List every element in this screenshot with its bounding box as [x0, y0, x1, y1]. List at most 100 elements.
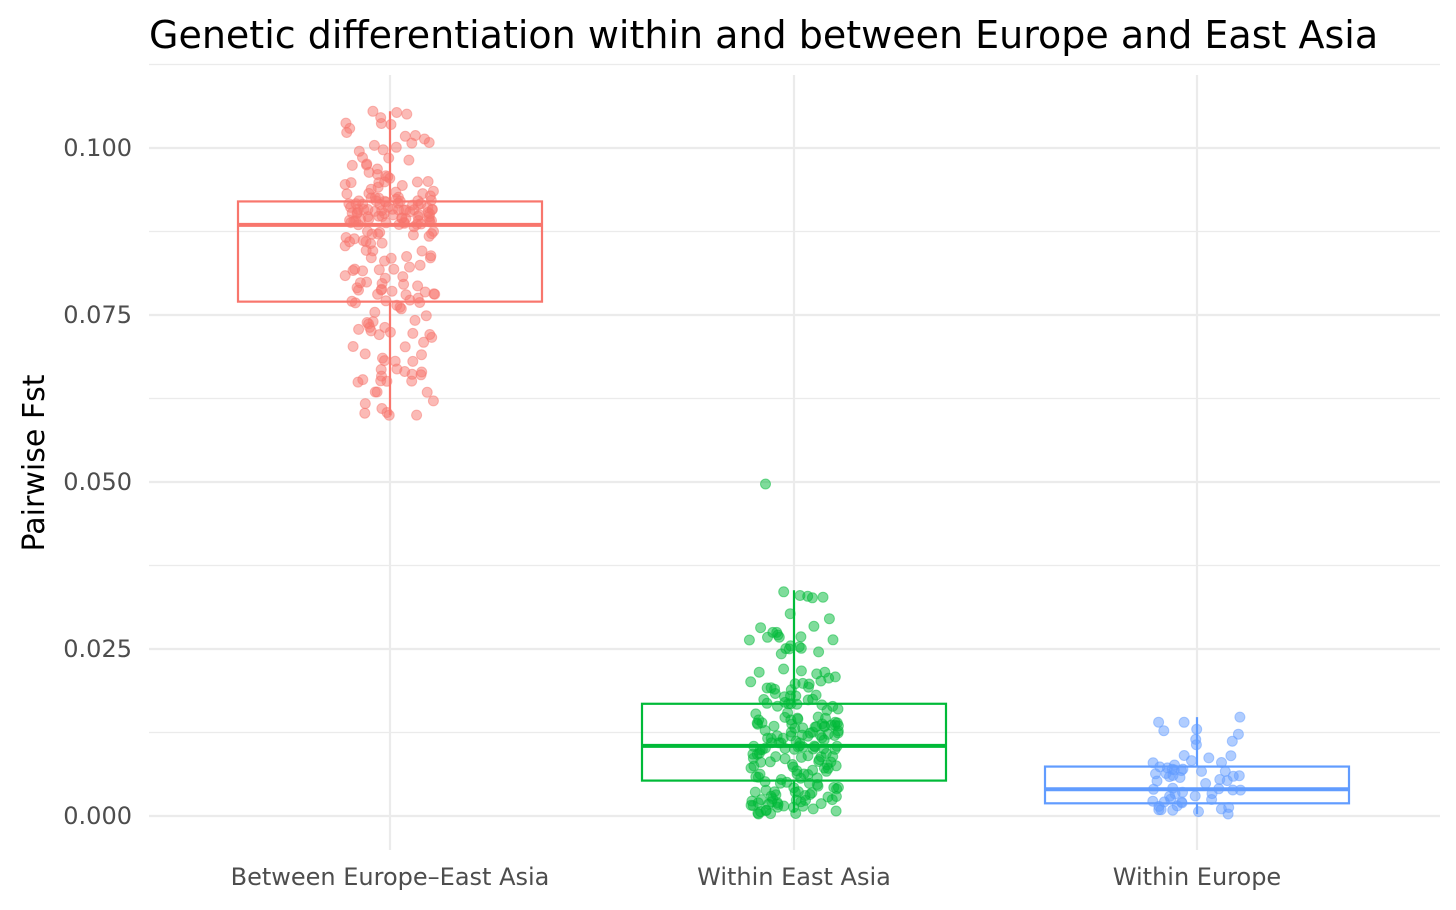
x-tick-label: Within East Asia: [697, 863, 891, 891]
data-point: [394, 301, 406, 313]
data-point: [383, 152, 395, 164]
data-point: [1196, 765, 1207, 777]
x-tick-label: Between Europe–East Asia: [231, 863, 550, 891]
data-point: [369, 386, 381, 398]
data-point: [359, 398, 371, 410]
data-point: [404, 294, 416, 306]
data-point: [362, 225, 373, 237]
data-point: [367, 105, 379, 117]
data-point: [1158, 725, 1170, 737]
jitter-points: [339, 105, 1246, 820]
data-point: [815, 675, 827, 687]
data-point: [387, 209, 399, 221]
data-point: [754, 768, 766, 780]
data-point: [787, 761, 799, 773]
data-point: [403, 154, 415, 166]
data-point: [363, 166, 375, 178]
data-point: [407, 355, 419, 367]
data-point: [827, 634, 839, 646]
data-point: [344, 236, 356, 248]
data-point: [345, 177, 357, 189]
data-point: [377, 144, 389, 156]
data-point: [390, 141, 402, 153]
data-point: [795, 796, 807, 808]
data-point: [397, 271, 409, 283]
data-point: [421, 386, 433, 398]
data-point: [409, 314, 421, 326]
data-point: [767, 793, 779, 805]
data-point: [414, 259, 426, 271]
data-point: [830, 805, 842, 817]
data-point: [396, 180, 408, 191]
data-point: [768, 720, 780, 732]
data-point: [779, 691, 790, 703]
data-point: [346, 159, 358, 171]
data-point: [795, 665, 807, 677]
data-point: [407, 229, 419, 241]
data-point: [427, 185, 439, 197]
data-point: [759, 725, 771, 736]
data-point: [401, 251, 413, 262]
data-point: [781, 776, 793, 788]
data-point: [419, 133, 430, 145]
data-point: [416, 245, 428, 257]
data-point: [373, 177, 385, 189]
data-point: [379, 255, 390, 267]
data-point: [359, 348, 371, 360]
data-point: [1178, 716, 1190, 728]
data-point: [826, 794, 838, 806]
data-point: [375, 112, 387, 124]
data-point: [1193, 806, 1204, 818]
data-point: [1226, 735, 1238, 747]
data-point: [407, 327, 419, 339]
data-point: [775, 648, 787, 660]
y-tick-label: 0.100: [63, 134, 132, 162]
data-point: [347, 265, 359, 276]
data-point: [1176, 796, 1188, 808]
data-point: [807, 764, 819, 776]
data-point: [354, 277, 366, 289]
data-point: [373, 210, 385, 222]
data-point: [357, 152, 368, 163]
data-point: [779, 711, 791, 723]
data-point: [829, 671, 841, 683]
data-point: [831, 717, 843, 729]
data-point: [1186, 755, 1197, 767]
data-point: [1200, 778, 1212, 789]
data-point: [795, 631, 807, 643]
data-point: [357, 374, 369, 386]
data-point: [823, 613, 835, 625]
data-point: [376, 370, 387, 382]
data-point: [1153, 716, 1165, 728]
data-point: [745, 676, 757, 688]
data-point: [803, 681, 814, 693]
data-point: [1155, 804, 1167, 816]
data-point: [816, 699, 828, 711]
data-point: [770, 751, 782, 763]
data-point: [359, 407, 371, 419]
box-3: [1043, 717, 1351, 814]
data-point: [412, 280, 424, 292]
data-point: [401, 108, 413, 120]
data-point: [424, 329, 436, 340]
data-point: [422, 176, 434, 187]
box-iqr: [640, 702, 948, 782]
data-point: [813, 754, 825, 766]
data-point: [427, 395, 439, 407]
data-point: [822, 762, 834, 774]
data-point: [391, 107, 403, 118]
data-point: [753, 666, 765, 678]
box-plots: [236, 111, 1351, 814]
data-point: [376, 237, 388, 249]
data-point: [771, 730, 783, 742]
data-point: [1147, 795, 1159, 807]
data-point: [1225, 750, 1237, 762]
data-point: [1189, 790, 1201, 802]
box-iqr: [1043, 765, 1351, 805]
data-point: [814, 729, 826, 741]
data-point: [416, 349, 427, 361]
data-point: [423, 230, 435, 242]
data-point: [411, 409, 423, 421]
data-point: [388, 263, 400, 275]
chart-title: Genetic differentiation within and betwe…: [149, 13, 1378, 57]
